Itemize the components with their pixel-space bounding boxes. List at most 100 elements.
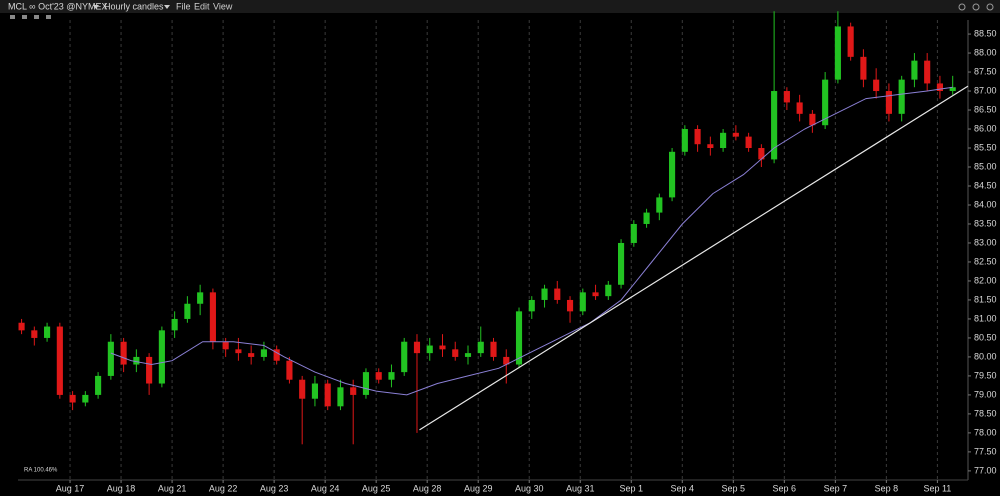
candle-body [707, 144, 714, 149]
candle-body [771, 91, 778, 160]
candle-body [426, 345, 433, 354]
tool-icon[interactable] [34, 15, 39, 19]
candle [235, 337, 242, 361]
candle [554, 280, 561, 304]
symbol-dropdown[interactable] [93, 5, 99, 9]
window-button[interactable] [972, 3, 980, 11]
drawing-tools [10, 15, 51, 19]
interval-dropdown[interactable] [164, 5, 170, 9]
y-tick-label: 87.50 [974, 66, 997, 76]
candle-body [18, 322, 25, 331]
candle [413, 334, 421, 433]
grid: Aug 17 Aug 18 Aug 21 Aug 22 Aug 23 Aug 24 Aug … [56, 20, 997, 493]
candle-body [618, 242, 625, 285]
candle-body [184, 303, 191, 319]
y-tick-label: 83.00 [974, 237, 997, 247]
y-tick-label: 78.00 [974, 427, 997, 437]
candle [707, 136, 714, 156]
trendline [419, 85, 969, 431]
candle [299, 375, 306, 445]
candle [605, 280, 612, 300]
candle-body [133, 356, 140, 365]
symbol[interactable]: MCL ∞ Oct'23 @NYMEX [8, 1, 107, 11]
candle-body [860, 56, 867, 80]
y-tick-label: 79.50 [974, 370, 997, 380]
candle-body [579, 292, 586, 312]
window-button[interactable] [958, 3, 966, 11]
y-tick-label: 80.00 [974, 351, 997, 361]
candle-body [235, 349, 242, 354]
tool-icon[interactable] [22, 15, 27, 19]
candle [796, 94, 803, 122]
tool-icon[interactable] [10, 15, 15, 19]
candle [44, 322, 51, 342]
candle-body [171, 318, 178, 331]
candle [503, 349, 510, 384]
candle-body [515, 311, 523, 365]
candle-body [31, 330, 38, 338]
interval[interactable]: Hourly candles [104, 1, 164, 11]
tool-icon[interactable] [46, 15, 51, 19]
x-tick-label: Aug 28 [413, 483, 442, 493]
menu-edit[interactable]: Edit [194, 1, 210, 11]
x-tick-label: Sep 6 [773, 483, 797, 493]
candle-body [898, 79, 905, 114]
candle-body [107, 341, 114, 376]
y-tick-label: 84.50 [974, 180, 997, 190]
moving-average [110, 86, 953, 396]
candle [860, 49, 867, 88]
candle-body [56, 326, 63, 395]
candle-body [324, 383, 331, 407]
candle-body [554, 288, 561, 300]
x-tick-label: Sep 4 [671, 483, 695, 493]
candle [732, 125, 739, 141]
candle-body [528, 299, 535, 312]
candle-body [885, 91, 892, 114]
candle [133, 349, 140, 373]
plot-area [18, 11, 969, 445]
toolbar [0, 0, 1000, 13]
candle-body [350, 387, 357, 395]
candle [936, 75, 943, 99]
candle-body [630, 223, 637, 243]
candle [120, 337, 127, 373]
y-tick-label: 88.00 [974, 47, 997, 57]
candle-body [796, 102, 803, 114]
candle [248, 345, 255, 365]
candle-body [873, 79, 880, 92]
candle [18, 318, 25, 335]
candle-body [413, 341, 421, 354]
candle [362, 368, 370, 399]
candle-body [643, 212, 650, 224]
y-tick-label: 85.50 [974, 142, 997, 152]
x-tick-label: Aug 24 [311, 483, 340, 493]
candle [158, 326, 165, 388]
candle-body [592, 292, 599, 297]
candle [107, 334, 114, 380]
candle [949, 75, 956, 95]
candle [350, 379, 357, 445]
candle-body [783, 91, 790, 103]
candle [490, 337, 497, 361]
candle [375, 368, 382, 384]
candle [592, 284, 599, 300]
candle-body [924, 60, 931, 84]
candle [69, 391, 76, 411]
candle-body [605, 284, 612, 297]
x-tick-label: Aug 17 [56, 483, 85, 493]
candle [834, 11, 841, 84]
x-tick-label: Aug 31 [566, 483, 595, 493]
candle [95, 372, 102, 399]
candle-body [949, 87, 956, 92]
candle-body [656, 197, 663, 213]
candle-body [95, 375, 102, 395]
candle [286, 356, 293, 384]
y-tick-label: 78.50 [974, 408, 997, 418]
candle-body [362, 372, 370, 395]
menu-view[interactable]: View [213, 1, 233, 11]
menu-file[interactable]: File [176, 1, 191, 11]
candle [643, 208, 650, 228]
candle [847, 22, 854, 61]
window-button[interactable] [986, 3, 994, 11]
candle-body [758, 148, 765, 160]
